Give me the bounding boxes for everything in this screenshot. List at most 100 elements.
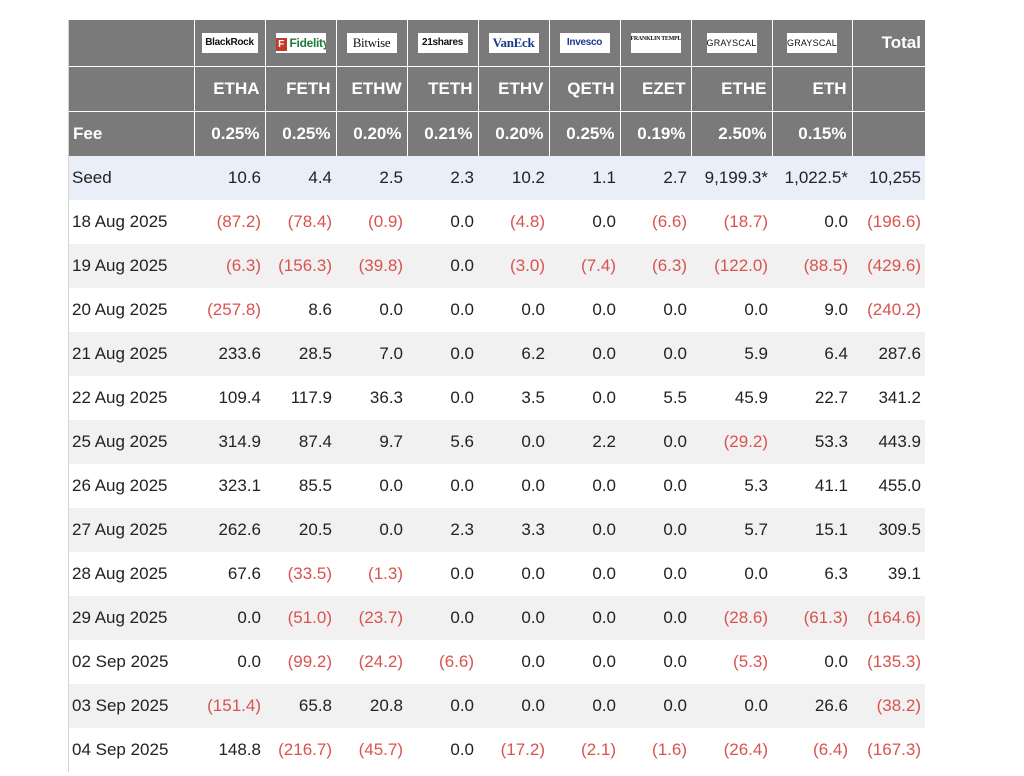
- issuer-logo-cell: F Fidelity: [265, 20, 337, 67]
- flow-value: 87.4: [265, 420, 336, 464]
- flow-value: 0.0: [478, 596, 549, 640]
- flow-value: (39.8): [336, 244, 407, 288]
- flow-value: 0.0: [620, 552, 691, 596]
- flow-value: 0.0: [478, 640, 549, 684]
- row-total: (240.2): [852, 288, 925, 332]
- flow-value: 262.6: [194, 508, 265, 552]
- flow-value: 85.5: [265, 464, 336, 508]
- row-total: 443.9: [852, 420, 925, 464]
- total-header: Total: [852, 20, 925, 67]
- table-row: 03 Sep 2025 (151.4) 65.8 20.8 0.0 0.0 0.0 0.0 0.…: [69, 684, 925, 728]
- flow-value: 109.4: [194, 376, 265, 420]
- fee-row: Fee 0.25% 0.25% 0.20% 0.21% 0.20% 0.25% …: [69, 111, 925, 156]
- row-total: (38.2): [852, 684, 925, 728]
- invesco-logo: Invesco: [559, 33, 610, 54]
- flow-value: 0.0: [407, 464, 478, 508]
- flow-value: 2.2: [549, 420, 620, 464]
- flow-value: 0.0: [620, 508, 691, 552]
- flow-value: (151.4): [194, 684, 265, 728]
- ticker-cell: EZET: [620, 66, 692, 112]
- ticker-cell: ETHW: [336, 66, 408, 112]
- flow-value: (7.4): [549, 244, 620, 288]
- table-row: 19 Aug 2025 (6.3) (156.3) (39.8) 0.0 (3.0) (7.…: [69, 244, 925, 288]
- flow-value: 0.0: [549, 200, 620, 244]
- flow-value: 5.3: [691, 464, 772, 508]
- table-row: 28 Aug 2025 67.6 (33.5) (1.3) 0.0 0.0 0.0 0.0 0.…: [69, 552, 925, 596]
- fee-total-cell: [852, 111, 925, 156]
- flow-value: (5.3): [691, 640, 772, 684]
- flow-value: (6.4): [772, 728, 852, 772]
- flow-value: 10.6: [194, 156, 265, 200]
- flow-value: 6.4: [772, 332, 852, 376]
- flow-value: 45.9: [691, 376, 772, 420]
- flow-value: 0.0: [407, 376, 478, 420]
- flow-value: 0.0: [478, 420, 549, 464]
- flow-value: (17.2): [478, 728, 549, 772]
- flow-value: 0.0: [620, 288, 691, 332]
- row-total: (167.3): [852, 728, 925, 772]
- flow-value: (6.3): [620, 244, 691, 288]
- flow-value: 0.0: [407, 332, 478, 376]
- row-date: 04 Sep 2025: [69, 728, 194, 772]
- flow-value: 4.4: [265, 156, 336, 200]
- ticker-cell: TETH: [407, 66, 479, 112]
- issuer-logo-row: BlackRock F Fidelity Bitwise 21shares Van…: [69, 20, 925, 67]
- flow-value: 0.0: [549, 552, 620, 596]
- flow-value: (29.2): [691, 420, 772, 464]
- flow-value: 26.6: [772, 684, 852, 728]
- flow-value: 0.0: [691, 684, 772, 728]
- fidelity-logo: F Fidelity: [275, 33, 326, 54]
- flow-value: 2.5: [336, 156, 407, 200]
- corner-cell: [69, 20, 195, 67]
- grayscale-mini-logo: GRAYSCALE: [787, 33, 837, 54]
- ticker-cell: ETHV: [478, 66, 550, 112]
- flow-value: (45.7): [336, 728, 407, 772]
- flow-value: 41.1: [772, 464, 852, 508]
- table-row: 18 Aug 2025 (87.2) (78.4) (0.9) 0.0 (4.8) 0.0(…: [69, 200, 925, 244]
- flow-value: (6.6): [407, 640, 478, 684]
- flow-value: 0.0: [549, 640, 620, 684]
- row-total: (135.3): [852, 640, 925, 684]
- blackrock-logo: BlackRock: [201, 33, 258, 54]
- issuer-logo-cell: GRAYSCALE: [772, 20, 853, 67]
- flow-value: 0.0: [691, 552, 772, 596]
- flow-value: 6.2: [478, 332, 549, 376]
- table-row: 04 Sep 2025 148.8 (216.7) (45.7) 0.0 (17.2) (2…: [69, 728, 925, 772]
- flow-value: 0.0: [478, 464, 549, 508]
- flow-value: 0.0: [407, 200, 478, 244]
- flow-value: (0.9): [336, 200, 407, 244]
- fee-cell: 2.50%: [691, 111, 773, 156]
- flow-value: (87.2): [194, 200, 265, 244]
- flow-value: 36.3: [336, 376, 407, 420]
- flow-value: 0.0: [478, 684, 549, 728]
- flow-value: 0.0: [407, 684, 478, 728]
- flow-value: 0.0: [478, 552, 549, 596]
- flow-value: 7.0: [336, 332, 407, 376]
- row-date: 19 Aug 2025: [69, 244, 194, 288]
- row-date: 28 Aug 2025: [69, 552, 194, 596]
- flow-value: (3.0): [478, 244, 549, 288]
- flow-value: (26.4): [691, 728, 772, 772]
- flow-value: 0.0: [620, 332, 691, 376]
- fee-cell: 0.25%: [265, 111, 337, 156]
- flow-value: 0.0: [620, 464, 691, 508]
- flow-value: 323.1: [194, 464, 265, 508]
- flow-value: 5.7: [691, 508, 772, 552]
- flow-value: 2.3: [407, 508, 478, 552]
- flow-value: 67.6: [194, 552, 265, 596]
- ticker-corner-cell: [69, 66, 195, 112]
- flow-value: (61.3): [772, 596, 852, 640]
- flow-value: 5.5: [620, 376, 691, 420]
- flow-value: 5.6: [407, 420, 478, 464]
- flow-value: 9.7: [336, 420, 407, 464]
- flow-value: 9.0: [772, 288, 852, 332]
- ticker-cell: ETHE: [691, 66, 773, 112]
- row-date: 21 Aug 2025: [69, 332, 194, 376]
- flow-value: 0.0: [620, 640, 691, 684]
- flow-value: (78.4): [265, 200, 336, 244]
- ticker-cell: ETH: [772, 66, 853, 112]
- flow-value: 0.0: [549, 464, 620, 508]
- flow-value: (1.3): [336, 552, 407, 596]
- ticker-total-cell: [852, 66, 925, 112]
- fee-cell: 0.25%: [549, 111, 621, 156]
